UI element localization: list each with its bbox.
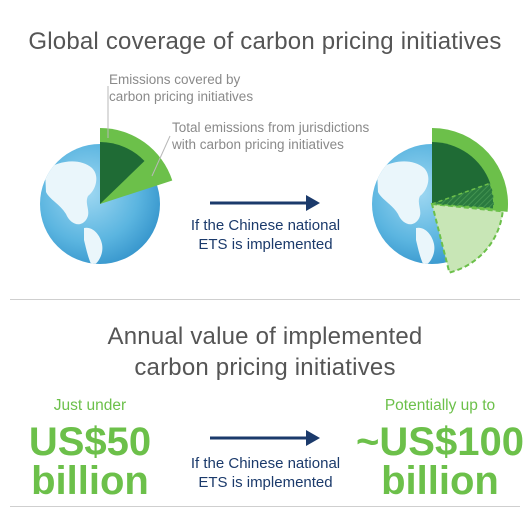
total-emissions-line-2: with carbon pricing initiatives: [172, 137, 344, 152]
future-value-amount: ~US$100 billion: [350, 420, 530, 503]
future-value-line-2: billion: [381, 459, 499, 503]
total-emissions-line-1: Total emissions from jurisdictions: [172, 120, 370, 135]
coverage-pie-current: [100, 127, 173, 204]
current-value-line-2: billion: [31, 459, 149, 503]
section-title-line-2: carbon pricing initiatives: [134, 354, 396, 381]
section-title: Annual value of implemented carbon prici…: [0, 321, 530, 383]
arrow-right-icon: [210, 430, 320, 446]
section-divider: [10, 506, 520, 507]
arrow-caption-bottom: If the Chinese national ETS is implement…: [178, 454, 353, 492]
emissions-covered-line-1: Emissions covered by: [109, 72, 241, 87]
total-emissions-label: Total emissions from jurisdictions with …: [172, 119, 369, 153]
current-value-amount: US$50 billion: [0, 420, 180, 503]
future-value-line-1: ~US$100: [356, 420, 524, 464]
arrow-caption-line-2: ETS is implemented: [198, 236, 333, 253]
arrow-caption-line-1: If the Chinese national: [190, 455, 341, 472]
emissions-covered-label: Emissions covered by carbon pricing init…: [109, 71, 253, 105]
emissions-covered-line-2: carbon pricing initiatives: [109, 89, 254, 104]
arrow-caption-line-1: If the Chinese national: [190, 217, 341, 234]
page-title: Global coverage of carbon pricing initia…: [28, 28, 502, 55]
arrow-caption-top: If the Chinese national ETS is implement…: [178, 216, 353, 254]
arrow-caption-line-2: ETS is implemented: [198, 474, 333, 491]
current-value-qualifier: Just under: [53, 397, 127, 414]
current-value-line-1: US$50: [28, 420, 152, 464]
section-divider: [10, 299, 520, 300]
section-title-line-1: Annual value of implemented: [107, 323, 423, 350]
callout-leaders: [107, 86, 171, 177]
coverage-pie-projected: [430, 128, 509, 274]
future-value-qualifier: Potentially up to: [384, 397, 496, 414]
arrow-right-icon: [210, 195, 320, 211]
